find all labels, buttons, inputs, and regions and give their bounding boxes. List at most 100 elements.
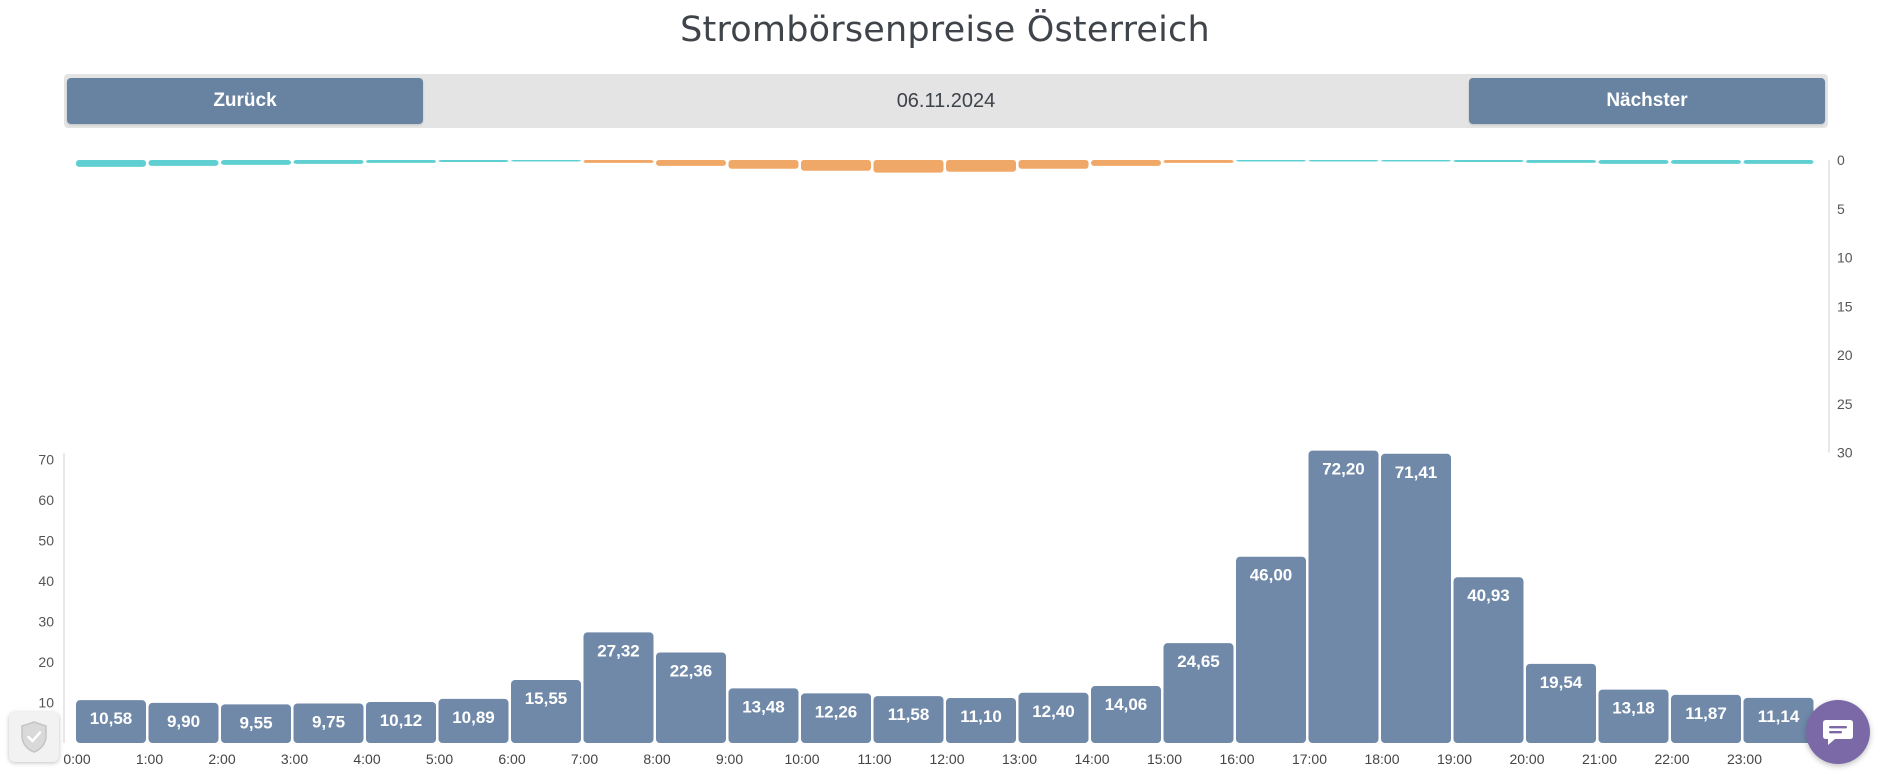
bar-value-label: 11,14 bbox=[1758, 707, 1800, 726]
hanging-bar bbox=[76, 160, 146, 167]
hanging-bar bbox=[1236, 160, 1306, 162]
right-tick-label: 25 bbox=[1837, 396, 1853, 412]
hanging-bar bbox=[1526, 160, 1596, 163]
hanging-bar bbox=[801, 160, 871, 171]
x-tick-label: 9:00 bbox=[716, 751, 743, 767]
x-tick-label: 12:00 bbox=[929, 751, 964, 767]
y-tick-label: 40 bbox=[38, 573, 54, 589]
price-bar bbox=[1671, 694, 1741, 743]
y-tick-label: 20 bbox=[38, 654, 54, 670]
x-tick-label: 16:00 bbox=[1219, 751, 1254, 767]
hanging-bar bbox=[1091, 160, 1161, 166]
hanging-bar bbox=[148, 160, 219, 166]
bar-value-label: 10,58 bbox=[90, 709, 133, 728]
price-bar bbox=[511, 680, 581, 743]
price-bar bbox=[1743, 697, 1814, 743]
x-tick-label: 10:00 bbox=[784, 751, 819, 767]
right-tick-label: 5 bbox=[1837, 201, 1845, 217]
bar-value-label: 27,32 bbox=[597, 641, 640, 660]
x-tick-label: 20:00 bbox=[1509, 751, 1544, 767]
x-tick-label: 6:00 bbox=[498, 751, 525, 767]
x-tick-label: 17:00 bbox=[1292, 751, 1327, 767]
bar-value-label: 12,40 bbox=[1032, 702, 1075, 721]
bar-value-label: 10,89 bbox=[452, 708, 495, 727]
bar-value-label: 15,55 bbox=[525, 689, 568, 708]
bar-value-label: 10,12 bbox=[380, 711, 423, 730]
price-bar bbox=[801, 693, 871, 743]
x-tick-label: 13:00 bbox=[1002, 751, 1037, 767]
hanging-bar bbox=[728, 160, 799, 169]
bar-value-label: 13,18 bbox=[1612, 699, 1655, 718]
right-tick-label: 30 bbox=[1837, 445, 1853, 461]
x-tick-label: 19:00 bbox=[1437, 751, 1472, 767]
x-tick-label: 1:00 bbox=[136, 751, 163, 767]
hanging-bar bbox=[583, 160, 654, 163]
price-bar bbox=[1091, 686, 1161, 743]
y-tick-label: 10 bbox=[38, 695, 54, 711]
price-bar bbox=[438, 698, 509, 743]
hanging-bar bbox=[221, 160, 291, 165]
next-button[interactable]: Nächster bbox=[1469, 78, 1825, 124]
right-tick-label: 0 bbox=[1837, 152, 1845, 168]
price-bar bbox=[1526, 663, 1596, 743]
x-tick-label: 7:00 bbox=[571, 751, 598, 767]
bar-value-label: 72,20 bbox=[1322, 460, 1365, 479]
x-tick-label: 15:00 bbox=[1147, 751, 1182, 767]
hanging-bar bbox=[1308, 160, 1379, 162]
x-tick-label: 21:00 bbox=[1582, 751, 1617, 767]
price-bar bbox=[76, 700, 146, 743]
hanging-bar bbox=[1598, 160, 1669, 164]
right-tick-label: 20 bbox=[1837, 347, 1853, 363]
bar-value-label: 13,48 bbox=[742, 697, 785, 716]
hanging-bar bbox=[511, 160, 581, 162]
hanging-bar bbox=[1163, 160, 1234, 163]
privacy-shield-widget[interactable] bbox=[9, 712, 59, 762]
x-tick-label: 14:00 bbox=[1074, 751, 1109, 767]
y-tick-label: 50 bbox=[38, 533, 54, 549]
x-tick-label: 18:00 bbox=[1364, 751, 1399, 767]
price-bar bbox=[1163, 643, 1234, 743]
price-bar bbox=[1598, 689, 1669, 743]
right-tick-label: 15 bbox=[1837, 298, 1853, 314]
shield-check-icon bbox=[21, 721, 47, 753]
price-bar bbox=[1381, 453, 1451, 743]
bar-value-label: 9,75 bbox=[312, 713, 345, 732]
price-bar bbox=[873, 696, 944, 743]
chat-button[interactable] bbox=[1806, 700, 1870, 764]
price-bar bbox=[1236, 556, 1306, 743]
hanging-bar bbox=[1381, 160, 1451, 162]
price-bar bbox=[1308, 450, 1379, 743]
bar-value-label: 19,54 bbox=[1540, 673, 1583, 692]
x-tick-label: 23:00 bbox=[1727, 751, 1762, 767]
hanging-bar bbox=[438, 160, 509, 162]
page-title: Strombörsenpreise Österreich bbox=[680, 10, 1210, 50]
x-tick-label: 3:00 bbox=[281, 751, 308, 767]
price-bar bbox=[1018, 692, 1089, 743]
price-bar bbox=[728, 688, 799, 743]
price-bar bbox=[946, 698, 1016, 743]
price-bar bbox=[366, 702, 436, 743]
hanging-bar bbox=[366, 160, 436, 163]
bar-value-label: 11,58 bbox=[888, 705, 930, 724]
price-bar bbox=[221, 704, 291, 743]
bar-value-label: 71,41 bbox=[1395, 463, 1438, 482]
bar-value-label: 22,36 bbox=[670, 661, 713, 680]
bar-value-label: 24,65 bbox=[1177, 652, 1220, 671]
x-tick-label: 11:00 bbox=[858, 751, 892, 767]
right-tick-label: 10 bbox=[1837, 250, 1853, 266]
price-bar bbox=[148, 702, 219, 743]
bar-value-label: 14,06 bbox=[1105, 695, 1148, 714]
bar-value-label: 9,55 bbox=[239, 713, 272, 732]
hanging-bar bbox=[293, 160, 364, 164]
hanging-bar bbox=[1453, 160, 1524, 162]
hanging-bar bbox=[1671, 160, 1741, 164]
bar-value-label: 46,00 bbox=[1250, 566, 1293, 585]
y-tick-label: 70 bbox=[38, 452, 54, 468]
date-navigation: Zurück 06.11.2024 Nächster bbox=[64, 74, 1828, 128]
back-button[interactable]: Zurück bbox=[67, 78, 423, 124]
x-tick-label: 4:00 bbox=[353, 751, 380, 767]
hanging-bar bbox=[656, 160, 726, 166]
x-tick-label: 8:00 bbox=[643, 751, 670, 767]
x-tick-label: 0:00 bbox=[63, 751, 90, 767]
